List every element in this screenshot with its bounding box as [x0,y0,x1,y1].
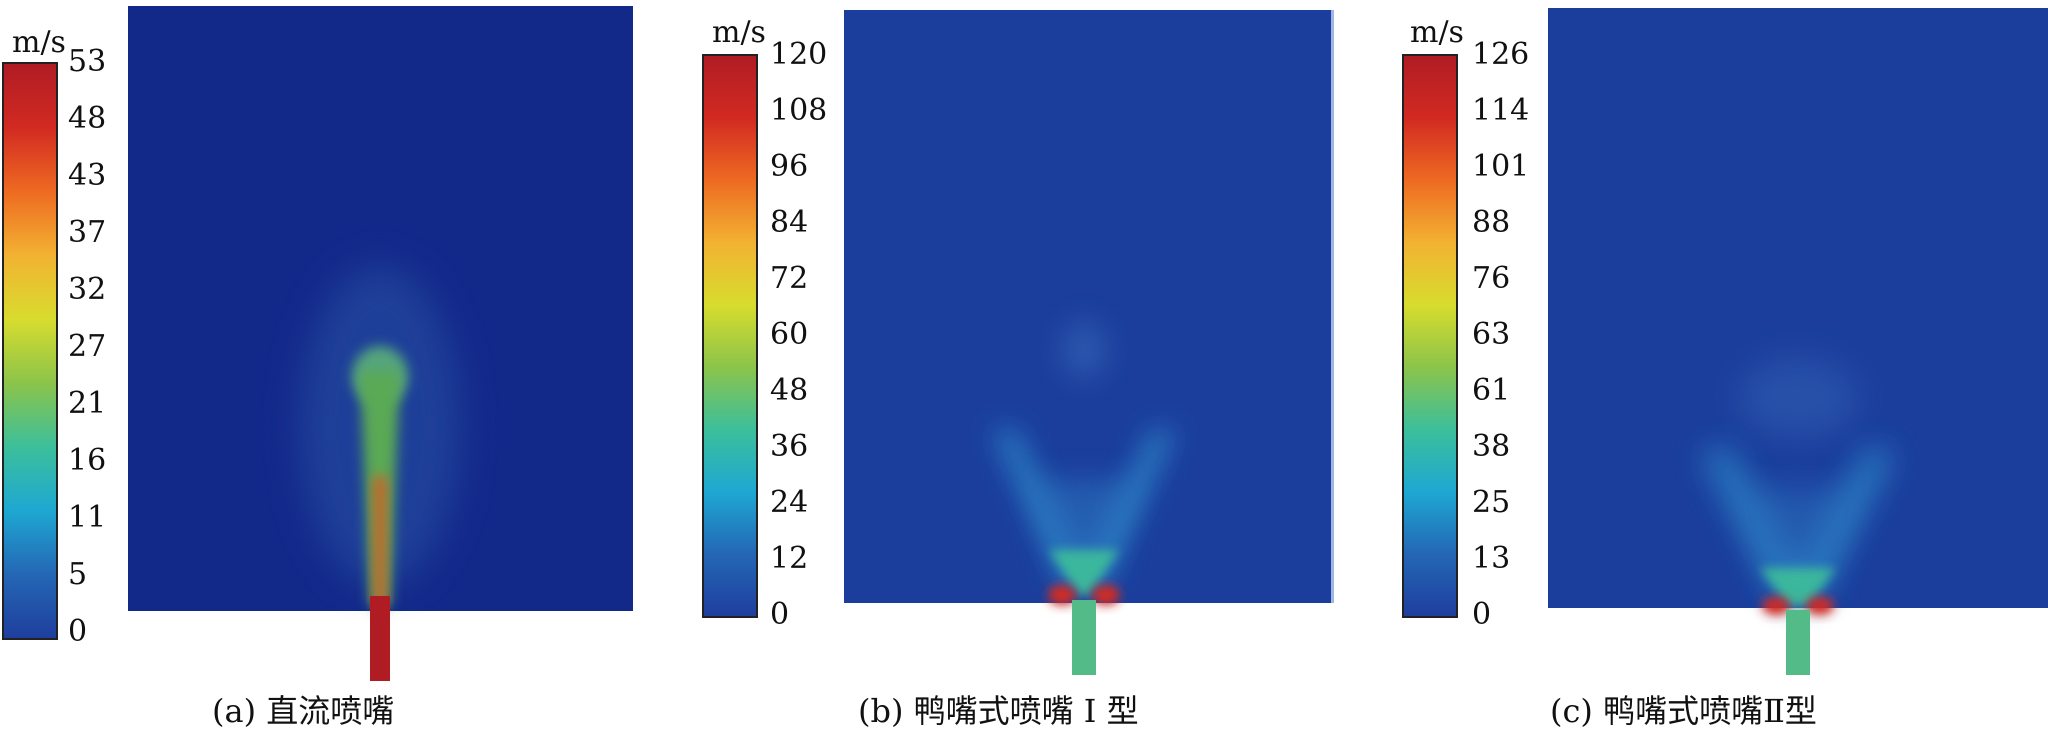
tick-label: 21 [68,386,107,421]
tick-label: 16 [68,443,107,478]
tick-label: 12 [770,541,809,576]
colorbar-c [1402,54,1458,618]
tick-label: 61 [1472,373,1511,408]
tick-label: 63 [1472,317,1511,352]
tick-label: 32 [68,272,107,307]
tick-label: 120 [770,37,828,72]
tick-label: 0 [68,614,88,649]
tick-label: 25 [1472,485,1511,520]
panel-c: m/s 126 114 101 88 76 63 61 38 25 13 0 (… [1390,0,2048,740]
tick-label: 13 [1472,541,1511,576]
tick-label: 24 [770,485,809,520]
tick-label: 37 [68,215,107,250]
tick-label: 76 [1472,261,1511,296]
velocity-contour-a [128,6,633,681]
tick-label: 126 [1472,37,1530,72]
tick-label: 43 [68,158,107,193]
tick-label: 53 [68,44,107,79]
tick-label: 114 [1472,93,1530,128]
panel-a: m/s 53 48 43 37 32 27 21 16 11 5 0 (a) 直… [0,0,640,740]
colorbar-b [702,54,758,618]
tick-label: 11 [68,500,107,535]
caption-a: (a) 直流喷嘴 [212,692,395,730]
tick-label: 5 [68,557,88,592]
tick-label: 38 [1472,429,1511,464]
tick-label: 84 [770,205,809,240]
tick-label: 101 [1472,149,1530,184]
tick-label: 96 [770,149,809,184]
tick-label: 72 [770,261,809,296]
tick-label: 27 [68,329,107,364]
tick-label: 108 [770,93,828,128]
colorbar-unit-a: m/s [12,25,66,60]
tick-label: 60 [770,317,809,352]
tick-label: 88 [1472,205,1511,240]
panel-b: m/s 120 108 96 84 72 60 48 36 24 12 0 [690,0,1350,740]
colorbar-unit-c: m/s [1410,15,1464,50]
velocity-contour-c [1548,8,2048,675]
tick-label: 36 [770,429,809,464]
caption-c: (c) 鸭嘴式喷嘴Ⅱ型 [1550,692,1817,730]
colorbar-unit-b: m/s [712,15,766,50]
tick-label: 48 [770,373,809,408]
tick-label: 0 [770,597,790,632]
tick-label: 0 [1472,597,1492,632]
tick-label: 48 [68,101,107,136]
colorbar-a [2,62,58,640]
caption-b: (b) 鸭嘴式喷嘴 Ⅰ 型 [858,692,1139,730]
velocity-contour-b [844,10,1334,675]
